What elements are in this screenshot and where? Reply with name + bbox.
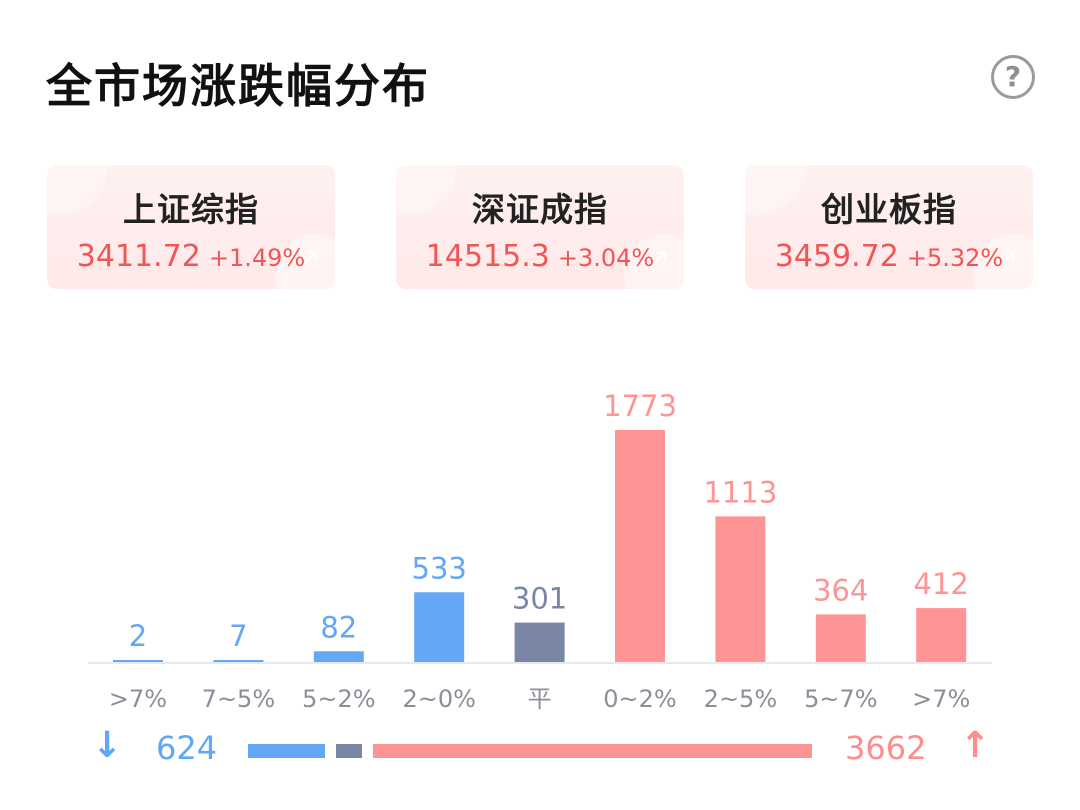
bar-2 [313,651,364,662]
index-values: 3459.72 +5.32% [745,239,1033,274]
up-ratio-bar [372,744,812,758]
index-card-shenzhen[interactable]: ↗ 深证成指 14515.3 +3.04% [396,165,684,289]
trend-up-icon: ↗ [993,242,1019,277]
bar-value-label: 1773 [603,389,677,423]
page-title: 全市场涨跌幅分布 [46,59,430,113]
index-change: +1.49% [208,244,306,272]
distribution-chart: 2 >7% 7 7~5% 82 5~2% 533 2~0% 301 平 1773 0~2% 1113 2~… [88,389,992,713]
bar-value-label: 301 [512,582,567,616]
up-arrow-icon: ↑ [960,725,991,766]
category-tick-label: 2~0% [402,685,475,713]
index-values: 3411.72 +1.49% [47,239,335,274]
index-value: 3459.72 [774,239,899,274]
category-tick-label: 5~7% [804,685,877,713]
index-change: +3.04% [557,244,655,272]
index-value: 14515.3 [425,239,550,274]
bar-7 [815,614,866,662]
category-tick-label: >7% [109,685,167,713]
index-card-shanghai[interactable]: ↗ 上证综指 3411.72 +1.49% [47,165,335,289]
flat-ratio-bar [335,744,362,758]
bar-4 [514,622,565,662]
down-arrow-icon: ↓ [92,725,123,766]
bar-3 [414,592,465,662]
bar-5 [615,430,665,662]
bar-value-label: 412 [914,567,969,601]
index-name: 上证综指 [123,190,259,229]
trend-up-icon: ↗ [644,242,670,277]
bar-8 [916,608,967,662]
bar-value-label: 1113 [703,475,777,509]
category-tick-label: 7~5% [202,685,275,713]
index-cards: ↗ 上证综指 3411.72 +1.49% ↗ 深证成指 14515.3 +3.04… [47,165,1033,289]
index-change: +5.32% [906,244,1004,272]
bar-value-label: 82 [320,610,357,644]
bar-value-label: 533 [412,551,467,585]
up-count: 3662 [845,729,927,767]
bar-0 [113,660,163,662]
bar-1 [213,660,264,662]
category-tick-label: 5~2% [302,685,375,713]
help-icon[interactable]: ? [991,55,1035,99]
category-tick-label: >7% [912,685,970,713]
down-count: 624 [156,729,218,767]
bar-value-label: 7 [229,619,247,653]
category-tick-label: 2~5% [704,685,777,713]
bar-6 [715,516,766,662]
index-name: 深证成指 [472,190,608,229]
index-values: 14515.3 +3.04% [396,239,684,274]
index-card-chinext[interactable]: ↗ 创业板指 3459.72 +5.32% [745,165,1033,289]
category-tick-label: 平 [528,685,552,713]
trend-up-icon: ↗ [295,242,321,277]
index-name: 创业板指 [821,190,957,229]
up-down-summary: ↓ 624 3662 ↑ [0,725,1080,780]
bar-value-label: 364 [813,573,868,607]
bar-value-label: 2 [129,619,147,653]
category-tick-label: 0~2% [603,685,676,713]
down-ratio-bar [248,744,325,758]
index-value: 3411.72 [76,239,201,274]
